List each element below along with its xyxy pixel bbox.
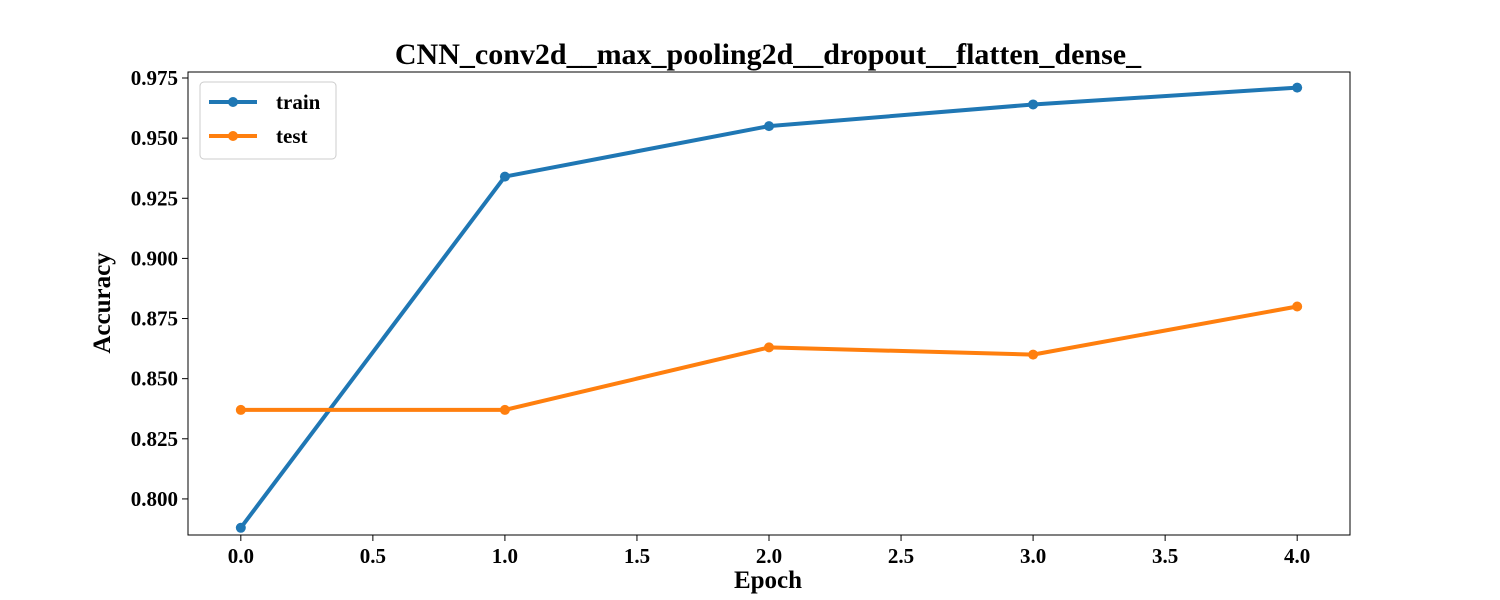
- y-axis-label: Accuracy: [89, 252, 116, 354]
- x-tick-label: 1.0: [492, 544, 518, 568]
- x-tick-label: 1.5: [624, 544, 650, 568]
- x-tick-label: 0.5: [360, 544, 386, 568]
- data-point-test-2: [764, 342, 774, 353]
- y-tick-label: 0.800: [131, 487, 178, 511]
- data-point-test-3: [1028, 349, 1039, 360]
- data-point-train-0: [235, 522, 246, 533]
- y-tick-label: 0.975: [131, 66, 178, 90]
- data-point-train-3: [1028, 99, 1039, 110]
- legend-label-test: test: [276, 124, 307, 148]
- x-tick-label: 0.0: [228, 544, 254, 568]
- x-tick-label: 2.5: [888, 544, 914, 568]
- y-tick-label: 0.900: [131, 246, 178, 270]
- x-tick-label: 4.0: [1284, 544, 1310, 568]
- data-point-train-4: [1292, 82, 1303, 93]
- y-tick-label: 0.875: [131, 307, 178, 331]
- legend-label-train: train: [276, 90, 321, 114]
- data-point-test-0: [235, 404, 246, 415]
- x-tick-label: 2.0: [756, 544, 782, 568]
- y-tick-label: 0.925: [131, 186, 178, 210]
- data-point-train-2: [764, 121, 774, 132]
- x-tick-label: 3.0: [1020, 544, 1046, 568]
- x-axis-label: Epoch: [734, 567, 802, 594]
- y-tick-label: 0.850: [131, 367, 178, 391]
- legend-marker-test: [228, 131, 238, 141]
- legend-marker-train: [228, 97, 238, 107]
- data-point-test-1: [499, 404, 510, 415]
- plot-area: 0.0 0.5 1.0 1.5 2.0 2.5 3.0 3.5 4.0 0.800 0.825 0.8…: [131, 66, 1351, 568]
- data-point-test-4: [1292, 301, 1303, 312]
- data-point-train-1: [499, 171, 510, 182]
- y-tick-label: 0.950: [131, 126, 178, 150]
- y-tick-label: 0.825: [131, 427, 178, 451]
- x-tick-label: 3.5: [1152, 544, 1178, 568]
- chart-title: CNN_conv2d__max_pooling2d__dropout__flat…: [395, 38, 1142, 71]
